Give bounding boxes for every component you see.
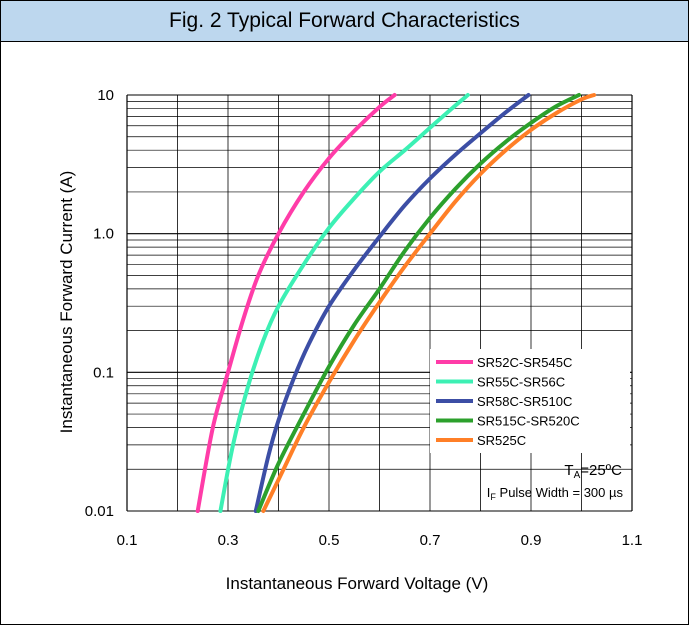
x-axis-label: Instantaneous Forward Voltage (V) [226, 574, 489, 593]
curves [195, 93, 597, 513]
series-line [256, 93, 581, 513]
legend-label: SR515C-SR520C [477, 414, 580, 429]
series-line [253, 93, 531, 513]
legend-label: SR55C-SR56C [477, 375, 565, 390]
legend-label: SR525C [477, 433, 526, 448]
y-tick-label: 0.1 [93, 364, 114, 381]
chart-title: Fig. 2 Typical Forward Characteristics [1, 1, 688, 42]
x-tick-label: 0.3 [218, 532, 239, 549]
x-tick-label: 0.7 [420, 532, 441, 549]
series-line [261, 93, 597, 513]
annotation-pulse-width: IF Pulse Width = 300 µs [487, 485, 624, 502]
y-axis-label: Instantaneous Forward Current (A) [57, 171, 76, 434]
legend-label: SR58C-SR510C [477, 394, 572, 409]
legend-label: SR52C-SR545C [477, 355, 572, 370]
y-tick-label: 1.0 [93, 226, 114, 243]
y-tick-label: 10 [97, 87, 114, 104]
legend: SR52C-SR545C SR55C-SR56C SR58C-SR510C SR515… [430, 349, 630, 453]
series-line [218, 93, 470, 513]
y-tick-label: 0.01 [85, 503, 114, 520]
x-tick-label: 1.1 [622, 532, 643, 549]
x-tick-label: 0.5 [319, 532, 340, 549]
x-tick-label: 0.1 [117, 532, 138, 549]
x-tick-label: 0.9 [521, 532, 542, 549]
annotation-temperature: TA=25ºC [564, 462, 622, 481]
tick-labels: 0.1 0.3 0.5 0.7 0.9 1.10.010.11.010 [85, 87, 643, 549]
series-line [195, 93, 397, 513]
